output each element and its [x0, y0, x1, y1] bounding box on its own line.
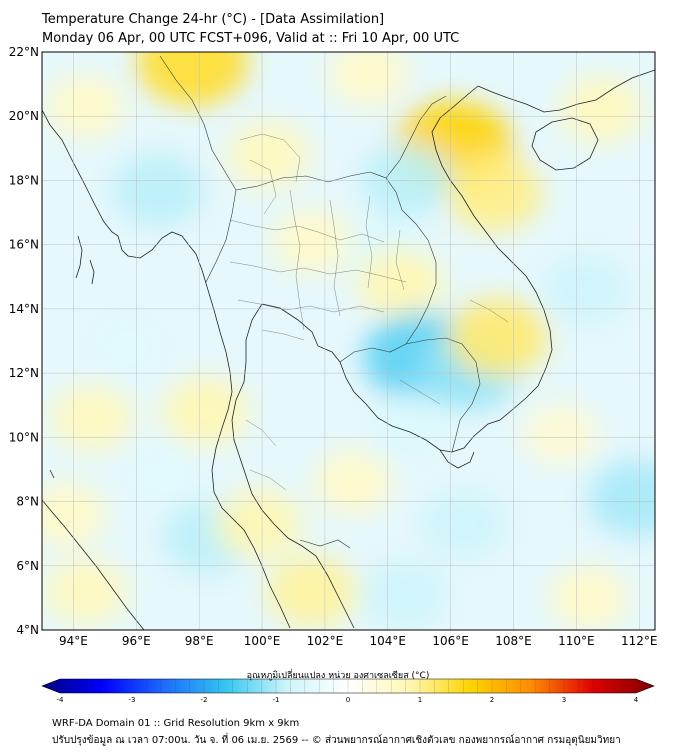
lat-tick-label: 8°N: [16, 495, 39, 509]
anomaly-31: [549, 566, 629, 630]
lon-tick-label: 100°E: [244, 634, 281, 648]
colorbar-tick-label: -1: [273, 696, 280, 704]
anomaly-24: [266, 555, 358, 628]
colorbar-tick-label: -2: [201, 696, 208, 704]
latitude-axis: 4°N 6°N 8°N 10°N 12°N 14°N 16°N 18°N 20°N 22°N: [9, 45, 39, 637]
anomaly-15: [542, 254, 630, 325]
anomaly-2: [226, 121, 310, 188]
anomaly-19: [42, 482, 107, 546]
lat-tick-label: 16°N: [9, 238, 39, 252]
lon-tick-label: 98°E: [185, 634, 214, 648]
footer-credit: ปรับปรุงข้อมูล ณ เวลา 07:00น. วัน จ. ที่…: [52, 735, 621, 746]
colorbar-tick-label: 4: [634, 696, 639, 704]
lat-tick-label: 18°N: [9, 173, 39, 187]
map-frame: [41, 51, 656, 631]
longitude-axis: 94°E 96°E 98°E 100°E 102°E 104°E 106°E 108°E 110…: [59, 634, 658, 648]
anomaly-18: [50, 384, 134, 452]
colorbar-tick-label: -4: [57, 696, 65, 704]
anomaly-23: [215, 489, 303, 559]
colorbar-tick-label: 0: [346, 696, 350, 704]
anomaly-11: [356, 248, 444, 318]
anomaly-5: [329, 52, 409, 107]
anomaly-25: [313, 450, 393, 514]
colorbar-tick-label: 2: [490, 696, 494, 704]
anomaly-10: [272, 209, 352, 274]
anomaly-20: [44, 558, 128, 625]
lon-tick-label: 104°E: [370, 634, 407, 648]
anomaly-17: [89, 317, 165, 378]
anomaly-29: [588, 460, 655, 537]
colorbar-ticks: -4 -3 -2 -1 0 1 2 3 4: [57, 696, 639, 704]
anomaly-27: [419, 489, 507, 559]
map-subtitle: Monday 06 Apr, 00 UTC FCST+096, Valid at…: [42, 31, 460, 46]
lon-tick-label: 108°E: [495, 634, 532, 648]
anomaly-1: [46, 74, 126, 139]
country-borders: [159, 55, 481, 549]
anomaly-0: [137, 52, 249, 107]
lat-tick-label: 22°N: [9, 45, 39, 59]
anomaly-21: [127, 445, 203, 506]
anomaly-16: [161, 376, 249, 447]
temperature-field: [42, 52, 655, 630]
lat-tick-label: 12°N: [9, 366, 39, 380]
anomaly-30: [523, 404, 599, 465]
lat-tick-label: 4°N: [16, 623, 39, 637]
colorbar-divisions: [74, 679, 622, 693]
lat-tick-label: 10°N: [9, 430, 39, 444]
colorbar: -4 -3 -2 -1 0 1 2 3 4: [41, 678, 655, 704]
lon-tick-label: 112°E: [621, 634, 658, 648]
colorbar-title: อุณหภูมิเปลี่ยนแปลง หน่วย องศาเซลเซียส (…: [246, 671, 430, 681]
province-borders: [229, 133, 509, 491]
coastlines: [42, 69, 655, 630]
lon-tick-label: 106°E: [432, 634, 469, 648]
lat-tick-label: 20°N: [9, 109, 39, 123]
lon-tick-label: 110°E: [558, 634, 595, 648]
anomaly-26: [370, 392, 450, 457]
anomaly-28: [360, 559, 448, 630]
colorbar-tick-label: 3: [562, 696, 566, 704]
colorbar-tick-label: 1: [418, 696, 422, 704]
lat-tick-label: 6°N: [16, 559, 39, 573]
lon-tick-label: 94°E: [59, 634, 88, 648]
lat-tick-label: 14°N: [9, 302, 39, 316]
map-title: Temperature Change 24-hr (°C) - [Data As…: [42, 12, 385, 27]
colorbar-tick-label: -3: [129, 696, 136, 704]
anomaly-6: [560, 76, 644, 143]
anomaly-7: [112, 153, 204, 227]
lon-tick-label: 96°E: [122, 634, 151, 648]
anomaly-14: [448, 298, 548, 378]
footer-resolution: WRF-DA Domain 01 :: Grid Resolution 9km …: [52, 718, 300, 729]
lon-tick-label: 102°E: [307, 634, 344, 648]
anomaly-4: [447, 155, 543, 232]
